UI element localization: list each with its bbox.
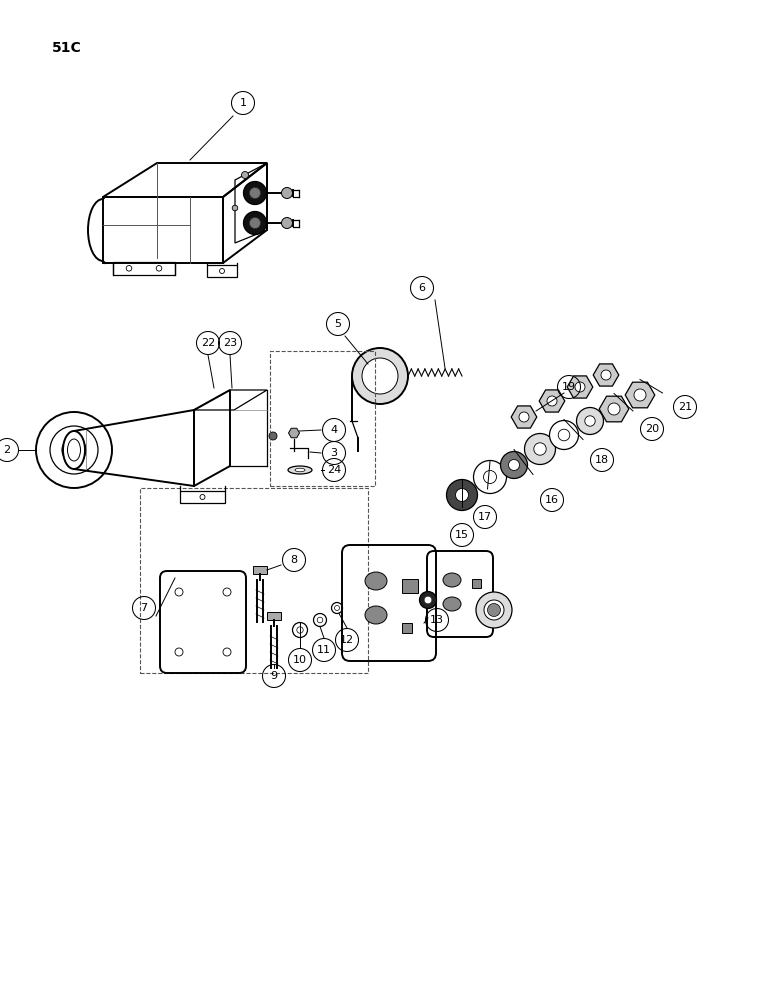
Circle shape (550, 420, 578, 450)
Circle shape (232, 205, 238, 211)
Circle shape (282, 188, 293, 198)
Polygon shape (539, 390, 565, 412)
Circle shape (509, 460, 520, 471)
Circle shape (249, 218, 260, 229)
Text: 22: 22 (201, 338, 215, 348)
Circle shape (634, 389, 646, 401)
Polygon shape (593, 364, 619, 386)
Circle shape (601, 370, 611, 380)
Bar (253, 566, 267, 574)
Circle shape (484, 600, 504, 620)
Circle shape (547, 396, 557, 406)
Circle shape (575, 382, 585, 392)
Bar (270, 351, 375, 486)
Circle shape (585, 416, 595, 426)
Bar (180, 491, 225, 503)
Polygon shape (567, 376, 593, 398)
Text: 18: 18 (595, 455, 609, 465)
Bar (140, 488, 368, 673)
Circle shape (533, 443, 547, 455)
Text: 7: 7 (141, 603, 147, 613)
Ellipse shape (288, 466, 312, 474)
Text: 15: 15 (455, 530, 469, 540)
Text: 11: 11 (317, 645, 331, 655)
Bar (402, 579, 418, 593)
Text: 6: 6 (418, 283, 425, 293)
Circle shape (249, 188, 260, 198)
Text: 5: 5 (334, 319, 341, 329)
Ellipse shape (295, 468, 305, 472)
Circle shape (243, 182, 266, 205)
Ellipse shape (365, 606, 387, 624)
Text: 20: 20 (645, 424, 659, 434)
Text: 16: 16 (545, 495, 559, 505)
Circle shape (446, 480, 478, 510)
Circle shape (524, 434, 556, 464)
Text: 4: 4 (330, 425, 337, 435)
Circle shape (362, 358, 398, 394)
Text: 51C: 51C (52, 41, 82, 55)
Text: 12: 12 (340, 635, 354, 645)
Ellipse shape (443, 597, 461, 611)
Circle shape (242, 172, 249, 178)
Text: 24: 24 (327, 465, 341, 475)
Circle shape (558, 429, 570, 441)
Circle shape (473, 460, 506, 493)
Circle shape (455, 488, 469, 502)
Ellipse shape (63, 431, 85, 469)
Circle shape (424, 596, 432, 604)
Circle shape (352, 348, 408, 404)
Text: 9: 9 (270, 671, 278, 681)
Text: 10: 10 (293, 655, 307, 665)
Text: 13: 13 (430, 615, 444, 625)
Text: 1: 1 (239, 98, 246, 108)
Text: 19: 19 (562, 382, 576, 392)
Circle shape (476, 592, 512, 628)
Ellipse shape (443, 573, 461, 587)
Bar (472, 579, 481, 588)
Polygon shape (599, 396, 629, 422)
Circle shape (500, 452, 527, 479)
Circle shape (519, 412, 529, 422)
Circle shape (269, 432, 277, 440)
Circle shape (243, 212, 266, 234)
Circle shape (419, 591, 436, 608)
Ellipse shape (365, 572, 387, 590)
Polygon shape (511, 406, 537, 428)
Text: 8: 8 (290, 555, 297, 565)
Text: 2: 2 (3, 445, 11, 455)
Polygon shape (289, 428, 300, 438)
Text: 23: 23 (223, 338, 237, 348)
Circle shape (487, 604, 500, 616)
Circle shape (608, 403, 620, 415)
Polygon shape (625, 382, 655, 408)
Circle shape (282, 218, 293, 229)
Bar (402, 623, 412, 633)
Bar (267, 612, 281, 620)
Text: 3: 3 (330, 448, 337, 458)
Circle shape (577, 408, 604, 434)
Text: 21: 21 (678, 402, 692, 412)
Text: 17: 17 (478, 512, 492, 522)
Circle shape (483, 471, 496, 484)
